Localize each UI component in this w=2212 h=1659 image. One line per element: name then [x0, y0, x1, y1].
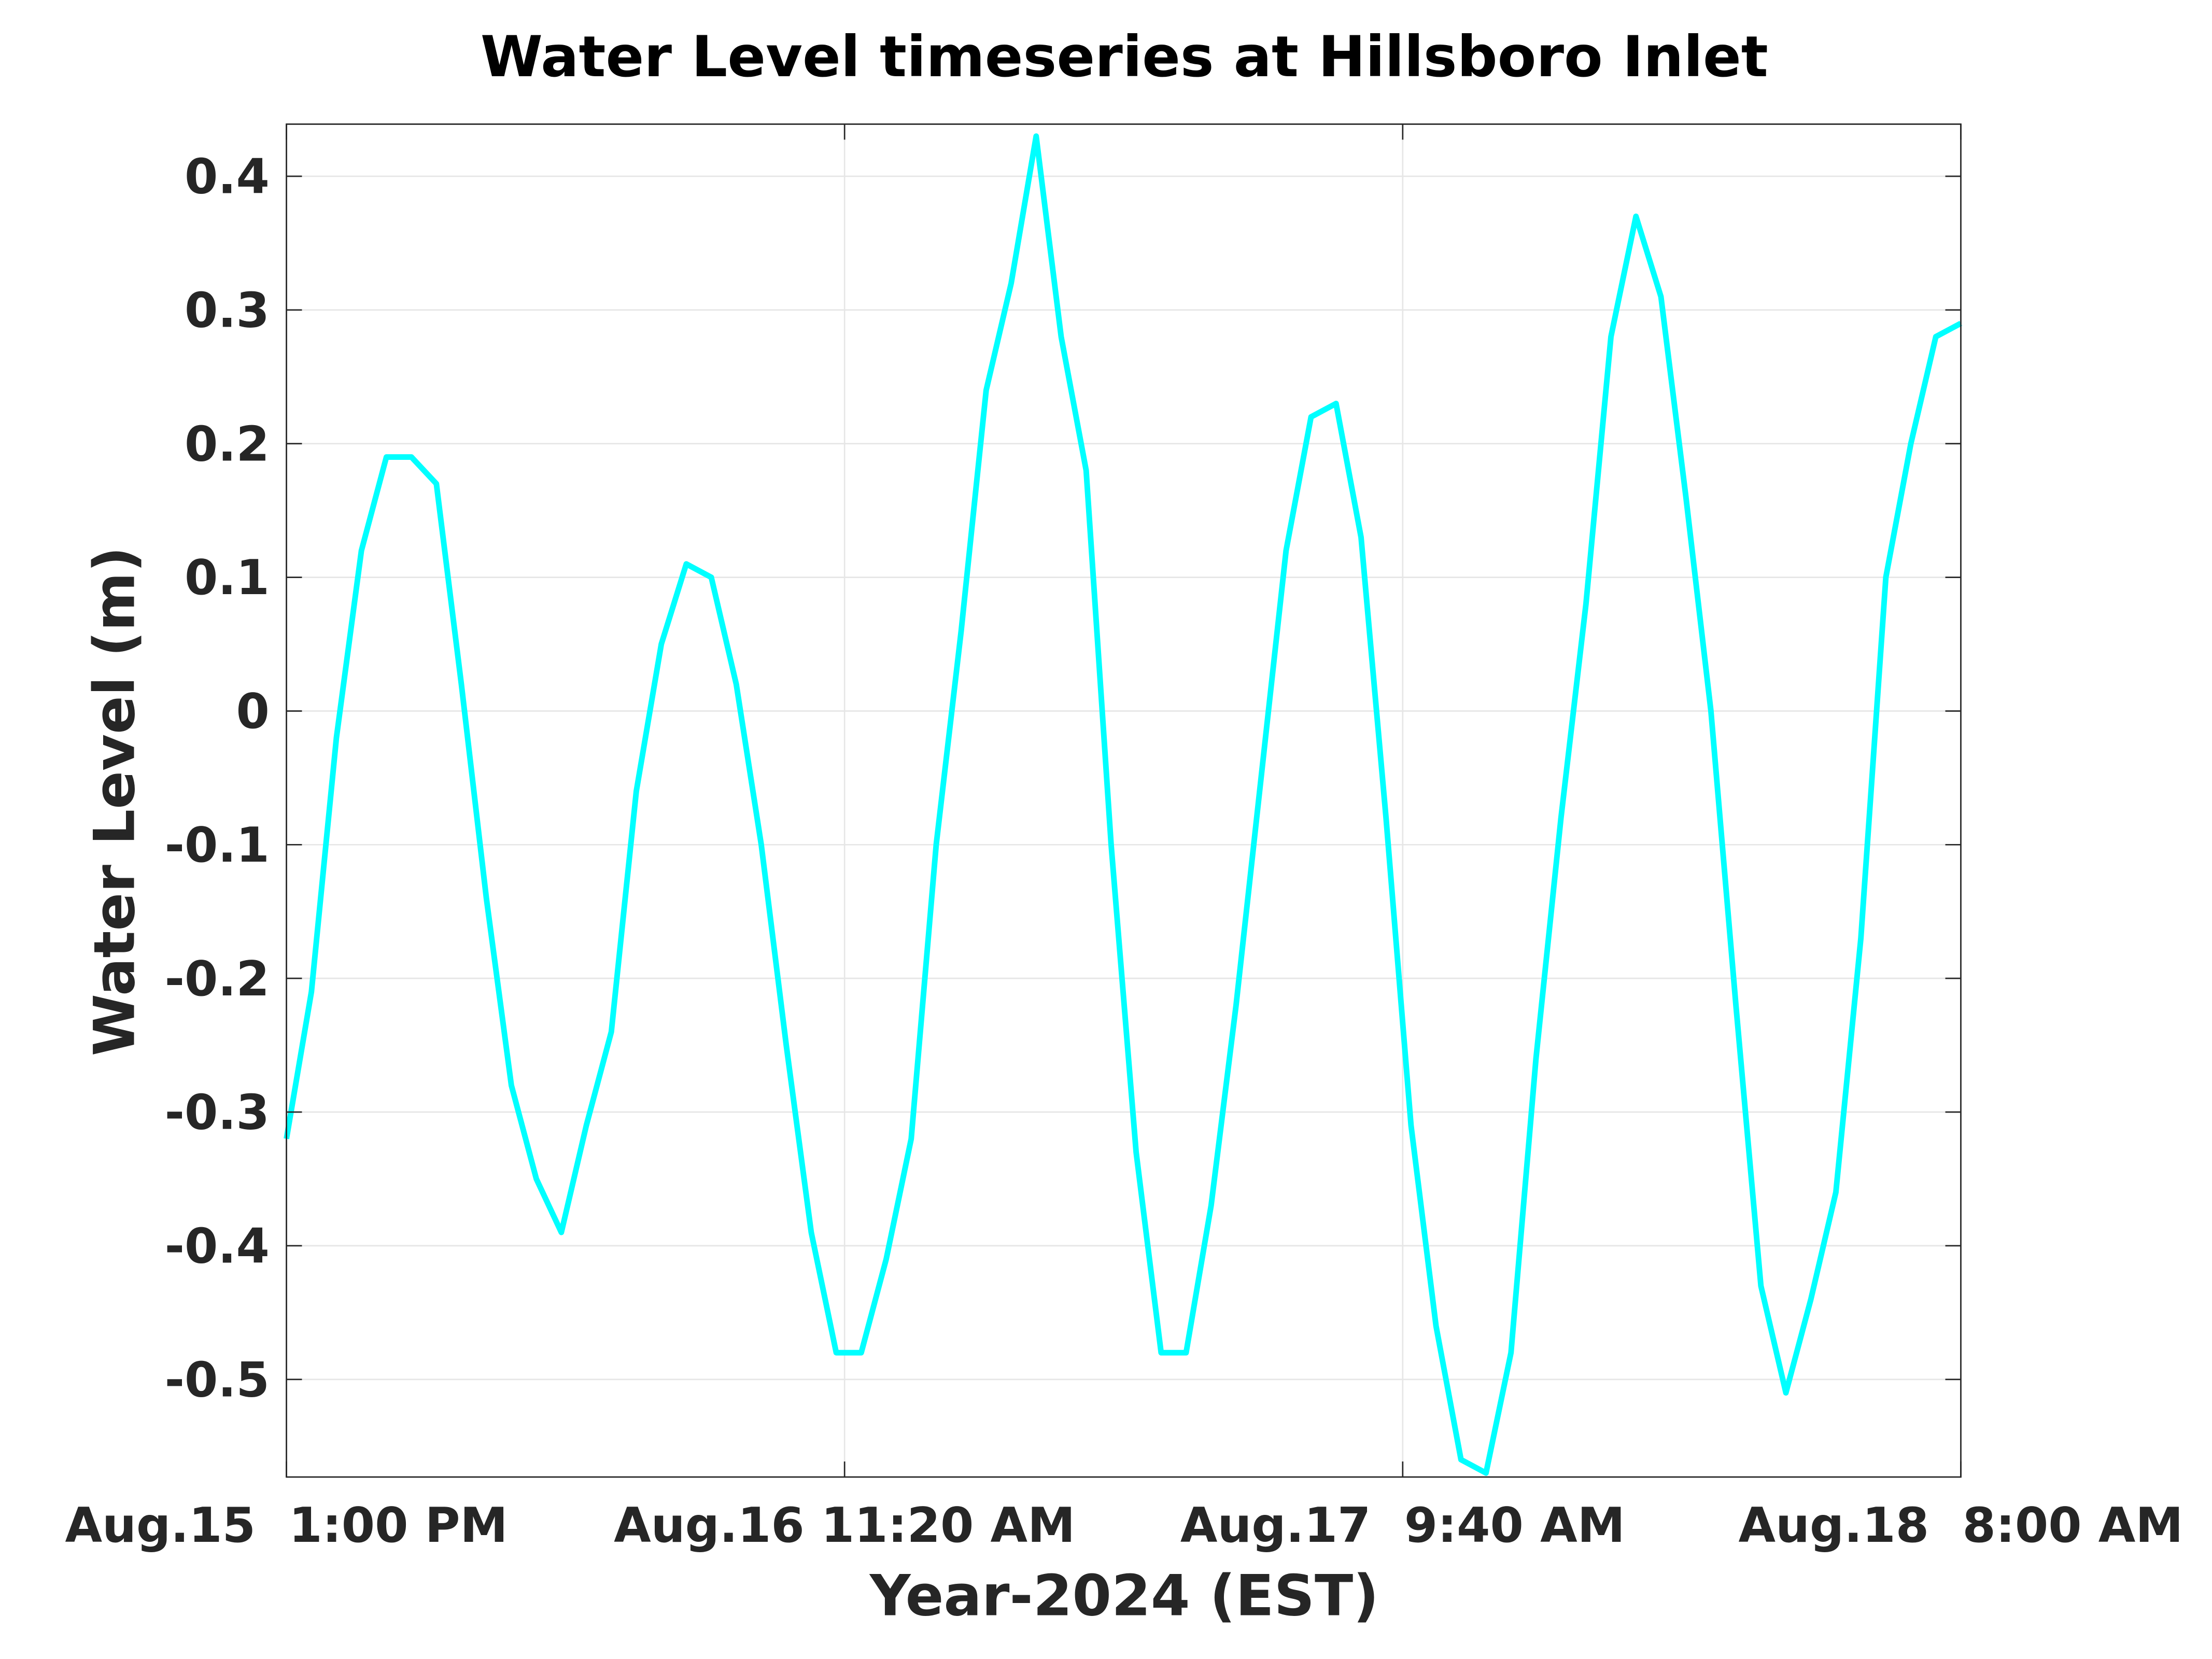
x-tick-label: Aug.15 1:00 PM [65, 1497, 508, 1553]
y-tick-label: -0.3 [165, 1085, 270, 1141]
y-tick-label: 0.4 [185, 149, 270, 205]
y-tick-label: 0.3 [185, 283, 270, 339]
y-tick-label: 0.1 [185, 550, 270, 606]
x-tick-label: Aug.18 8:00 AM [1739, 1497, 2183, 1553]
y-tick-label: -0.1 [165, 817, 270, 873]
x-tick-label: Aug.17 9:40 AM [1180, 1497, 1625, 1553]
y-tick-label: 0.2 [185, 416, 270, 472]
chart-title: Water Level timeseries at Hillsboro Inle… [481, 24, 1768, 90]
x-tick-label: Aug.16 11:20 AM [614, 1497, 1075, 1553]
grid [286, 124, 1962, 1477]
x-axis-label: Year-2024 (EST) [869, 1563, 1379, 1629]
y-tick-label: 0 [236, 683, 270, 739]
y-tick-label: -0.2 [165, 951, 270, 1007]
plot-frame [286, 123, 1962, 1478]
y-tick-label: -0.4 [165, 1218, 270, 1274]
data-line [284, 133, 1963, 1476]
plot-area [284, 133, 1963, 1476]
y-tick-label: -0.5 [165, 1352, 270, 1408]
y-axis-label: Water Level (m) [82, 546, 148, 1056]
